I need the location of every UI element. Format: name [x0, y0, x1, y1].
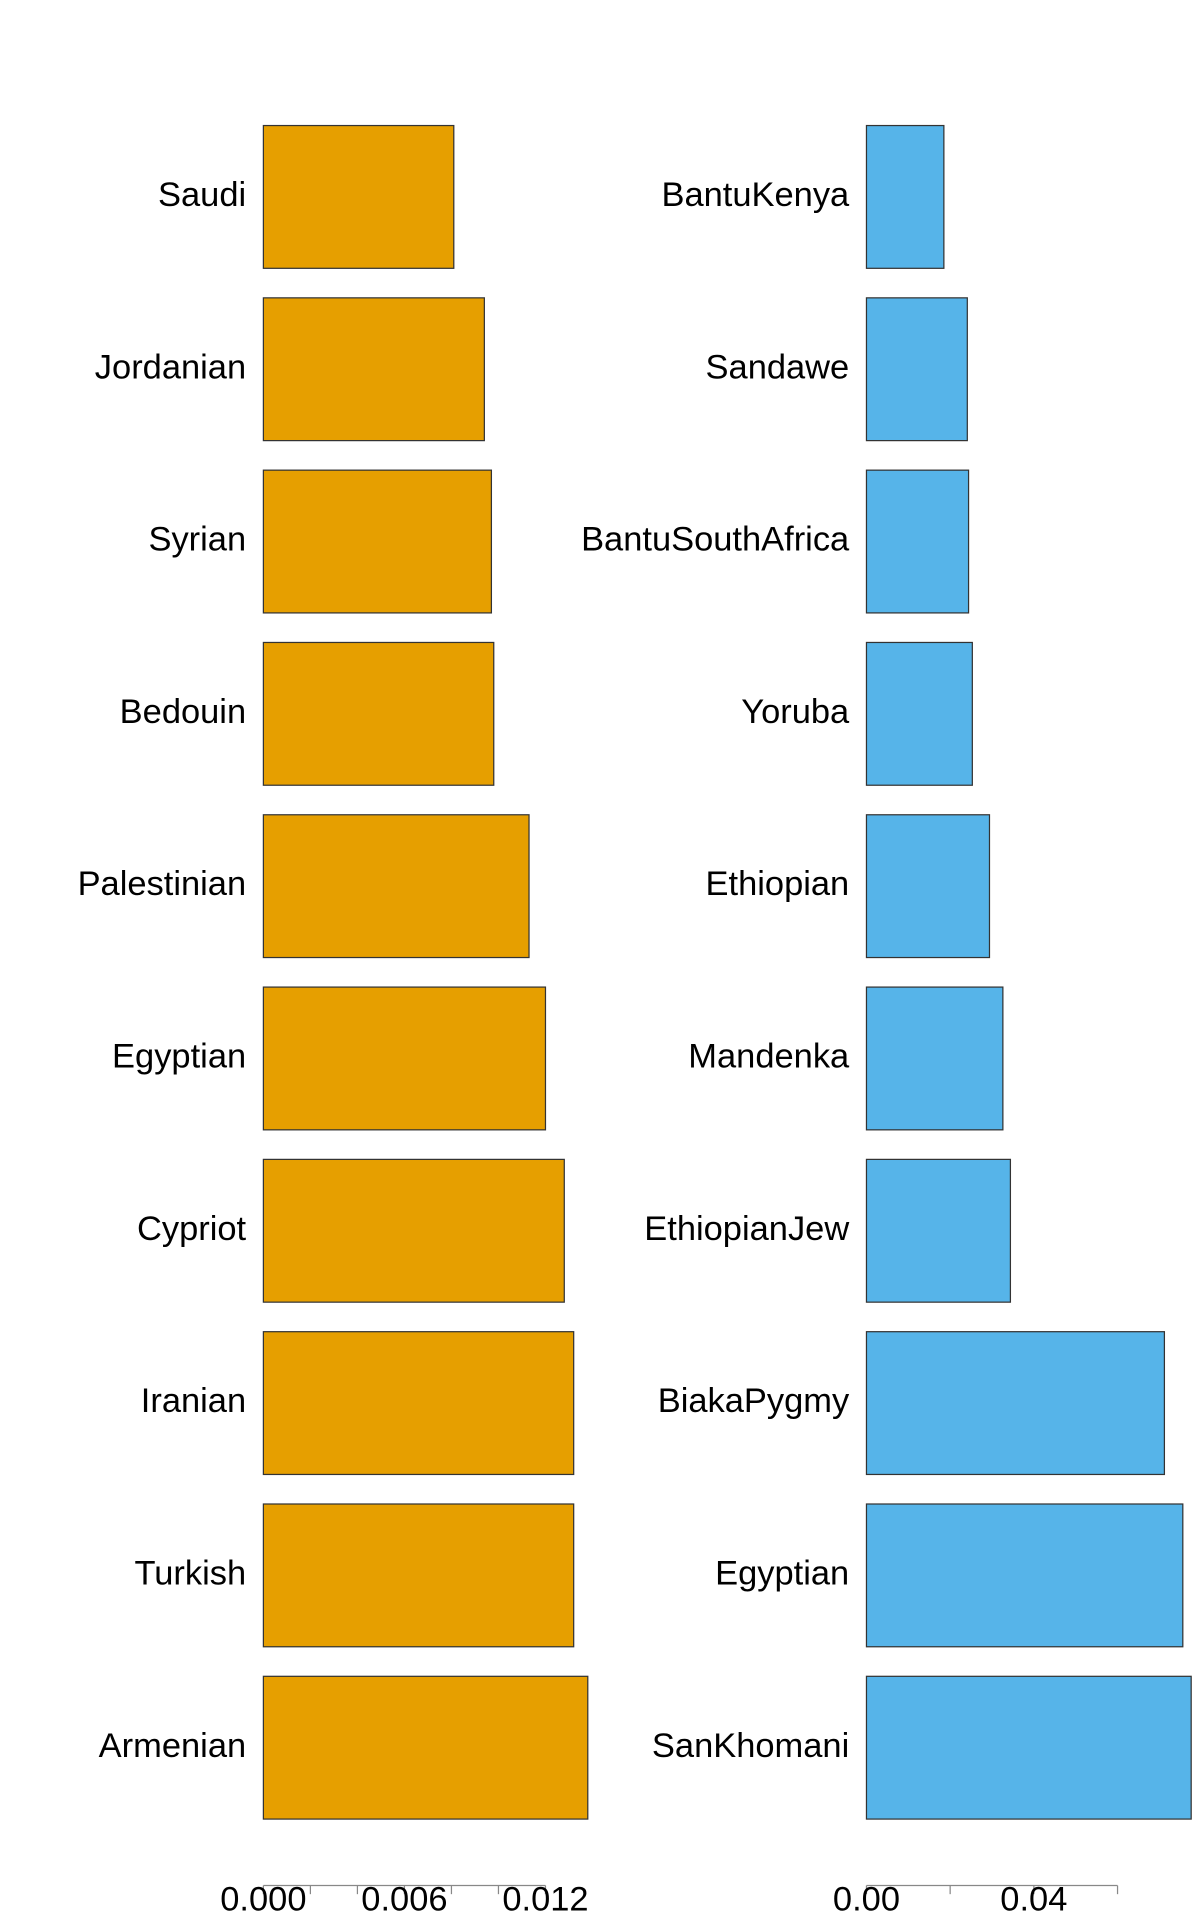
x-tick-label: 0.000	[220, 1881, 306, 1919]
y-tick-label: Iranian	[141, 1382, 246, 1420]
bar	[262, 1675, 589, 1820]
bar	[865, 124, 945, 269]
y-tick-label: EthiopianJew	[644, 1210, 849, 1248]
bar	[865, 986, 1004, 1131]
bar	[262, 641, 495, 786]
y-tick-label: Syrian	[148, 521, 246, 559]
y-tick-label: SanKhomani	[652, 1727, 849, 1765]
bar	[262, 469, 493, 614]
bar	[865, 1675, 1192, 1820]
bar	[262, 1503, 575, 1648]
y-tick-label: Yoruba	[741, 693, 850, 731]
bar	[865, 1331, 1166, 1476]
bar	[262, 1331, 575, 1476]
y-tick-label: Mandenka	[688, 1038, 850, 1076]
y-tick-label: Cypriot	[137, 1210, 247, 1248]
y-tick-label: Saudi	[158, 176, 246, 214]
y-tick-label: Sandawe	[706, 348, 850, 386]
bar	[262, 986, 547, 1131]
x-tick-label: 0.012	[502, 1881, 588, 1919]
y-tick-label: Turkish	[134, 1554, 246, 1592]
bar	[262, 1158, 565, 1303]
bar	[262, 814, 530, 959]
bar	[865, 814, 991, 959]
y-tick-label: Palestinian	[78, 865, 247, 903]
y-tick-label: BantuKenya	[661, 176, 850, 214]
bar	[865, 469, 970, 614]
y-tick-label: Bedouin	[120, 693, 246, 731]
bar	[865, 297, 968, 442]
y-tick-label: Armenian	[99, 1727, 246, 1765]
y-tick-label: Jordanian	[95, 348, 246, 386]
x-tick-label: 0.006	[361, 1881, 447, 1919]
bar	[865, 641, 973, 786]
x-tick-label: 0.04	[1000, 1881, 1067, 1919]
bar	[865, 1503, 1184, 1648]
y-tick-label: BantuSouthAfrica	[581, 521, 850, 559]
y-tick-label: BiakaPygmy	[658, 1382, 850, 1420]
bar	[865, 1158, 1012, 1303]
y-tick-label: Egyptian	[715, 1554, 849, 1592]
y-tick-label: Ethiopian	[706, 865, 850, 903]
x-tick-label: 0.00	[833, 1881, 900, 1919]
y-tick-label: Egyptian	[112, 1038, 246, 1076]
bar	[262, 297, 485, 442]
bar	[262, 124, 455, 269]
